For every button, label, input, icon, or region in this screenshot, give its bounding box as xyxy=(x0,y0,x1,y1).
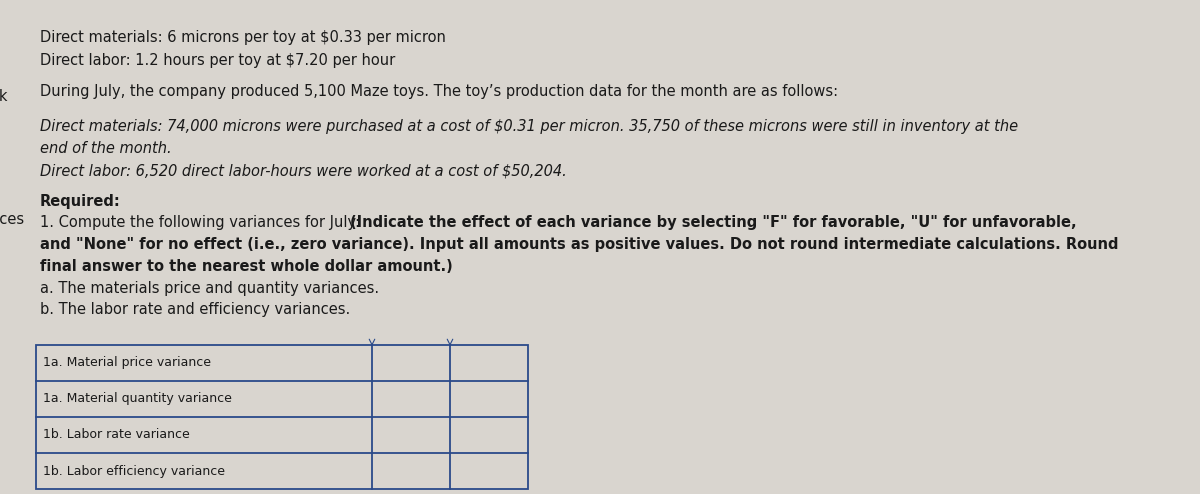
Text: final answer to the nearest whole dollar amount.): final answer to the nearest whole dollar… xyxy=(40,259,452,274)
Text: 1b. Labor efficiency variance: 1b. Labor efficiency variance xyxy=(43,464,226,478)
Text: b. The labor rate and efficiency variances.: b. The labor rate and efficiency varianc… xyxy=(40,302,350,317)
Text: Required:: Required: xyxy=(40,194,120,208)
Text: nces: nces xyxy=(0,212,24,227)
Text: 1b. Labor rate variance: 1b. Labor rate variance xyxy=(43,428,190,442)
Text: end of the month.: end of the month. xyxy=(40,141,172,156)
Text: Direct labor: 1.2 hours per toy at $7.20 per hour: Direct labor: 1.2 hours per toy at $7.20… xyxy=(40,53,395,68)
Text: Direct materials: 74,000 microns were purchased at a cost of $0.31 per micron. 3: Direct materials: 74,000 microns were pu… xyxy=(40,119,1018,133)
Text: ok: ok xyxy=(0,89,8,104)
Text: 1a. Material quantity variance: 1a. Material quantity variance xyxy=(43,392,232,406)
Text: (Indicate the effect of each variance by selecting "F" for favorable, "U" for un: (Indicate the effect of each variance by… xyxy=(350,215,1076,230)
Text: Direct materials: 6 microns per toy at $0.33 per micron: Direct materials: 6 microns per toy at $… xyxy=(40,30,445,44)
Bar xyxy=(36,345,528,489)
Text: 1. Compute the following variances for July:: 1. Compute the following variances for J… xyxy=(40,215,365,230)
Text: a. The materials price and quantity variances.: a. The materials price and quantity vari… xyxy=(40,281,379,295)
Text: Direct labor: 6,520 direct labor-hours were worked at a cost of $50,204.: Direct labor: 6,520 direct labor-hours w… xyxy=(40,163,566,178)
Text: During July, the company produced 5,100 Maze toys. The toy’s production data for: During July, the company produced 5,100 … xyxy=(40,84,838,99)
Text: and "None" for no effect (i.e., zero variance). Input all amounts as positive va: and "None" for no effect (i.e., zero var… xyxy=(40,237,1118,252)
Text: 1a. Material price variance: 1a. Material price variance xyxy=(43,356,211,370)
